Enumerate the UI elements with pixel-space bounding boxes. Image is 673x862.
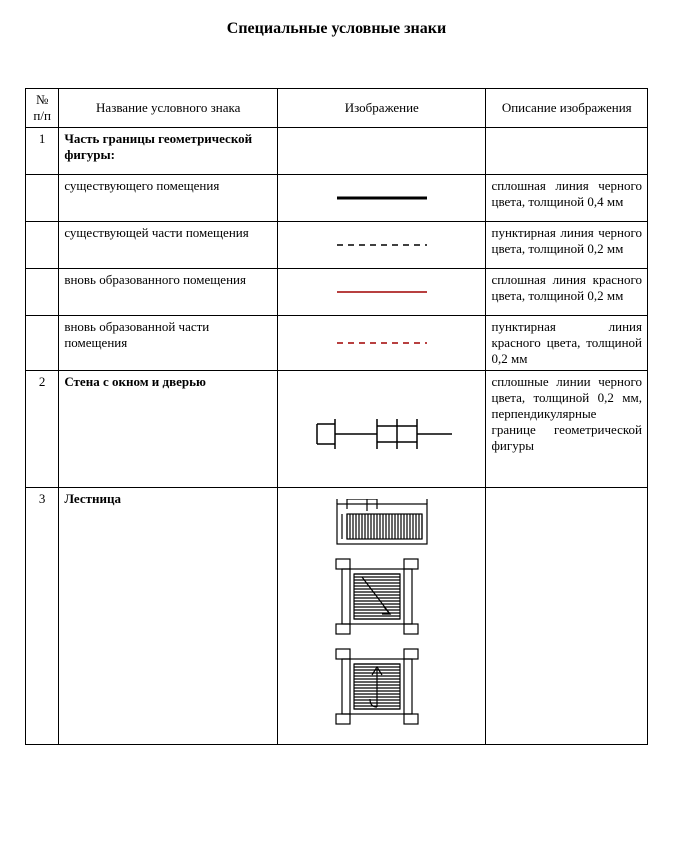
cell-image	[278, 222, 486, 269]
symbol-line-icon	[283, 272, 480, 312]
page-title: Специальные условные знаки	[25, 20, 648, 38]
table-row: вновь образованного помещения сплошная ли…	[26, 269, 648, 316]
table-row: существующего помещения сплошная линия че…	[26, 175, 648, 222]
cell-desc: пунктирная линия красного цвета, толщино…	[486, 316, 648, 371]
cell-name: вновь образованного помещения	[59, 269, 278, 316]
cell-num: 1	[26, 128, 59, 175]
cell-image	[278, 175, 486, 222]
symbol-line-icon	[283, 323, 480, 363]
cell-num	[26, 269, 59, 316]
table-row: существующей части помещения пунктирная л…	[26, 222, 648, 269]
cell-image	[278, 488, 486, 745]
table-row: 2Стена с окном и дверью сплошные линии ч…	[26, 371, 648, 488]
cell-num: 3	[26, 488, 59, 745]
col-header-image: Изображение	[278, 89, 486, 128]
table-row: 1Часть границы геометрической фигуры:	[26, 128, 648, 175]
cell-num	[26, 222, 59, 269]
col-header-desc: Описание изображения	[486, 89, 648, 128]
symbol-none-icon	[283, 131, 480, 171]
symbol-wall-icon	[283, 374, 480, 484]
symbol-stairs-icon	[283, 499, 480, 734]
table-row: 3Лестница	[26, 488, 648, 745]
cell-name: Лестница	[59, 488, 278, 745]
cell-desc	[486, 128, 648, 175]
cell-image	[278, 269, 486, 316]
cell-image	[278, 128, 486, 175]
cell-name: Стена с окном и дверью	[59, 371, 278, 488]
symbol-line-icon	[283, 225, 480, 265]
symbol-line-icon	[283, 178, 480, 218]
cell-name: существующего помещения	[59, 175, 278, 222]
cell-name: Часть границы геометрической фигуры:	[59, 128, 278, 175]
cell-num	[26, 316, 59, 371]
cell-desc: сплошные линии черного цвета, толщиной 0…	[486, 371, 648, 488]
col-header-name: Название условного знака	[59, 89, 278, 128]
cell-desc: сплошная линия красного цвета, толщиной …	[486, 269, 648, 316]
col-header-num: № п/п	[26, 89, 59, 128]
cell-num	[26, 175, 59, 222]
cell-num: 2	[26, 371, 59, 488]
cell-desc: пунктирная линия черного цвета, толщиной…	[486, 222, 648, 269]
table-row: вновь образованной части помещения пункти…	[26, 316, 648, 371]
cell-desc	[486, 488, 648, 745]
table-header-row: № п/п Название условного знака Изображен…	[26, 89, 648, 128]
cell-image	[278, 371, 486, 488]
symbols-table: № п/п Название условного знака Изображен…	[25, 88, 648, 745]
cell-name: вновь образованной части помещения	[59, 316, 278, 371]
cell-name: существующей части помещения	[59, 222, 278, 269]
cell-desc: сплошная линия черного цвета, толщиной 0…	[486, 175, 648, 222]
cell-image	[278, 316, 486, 371]
